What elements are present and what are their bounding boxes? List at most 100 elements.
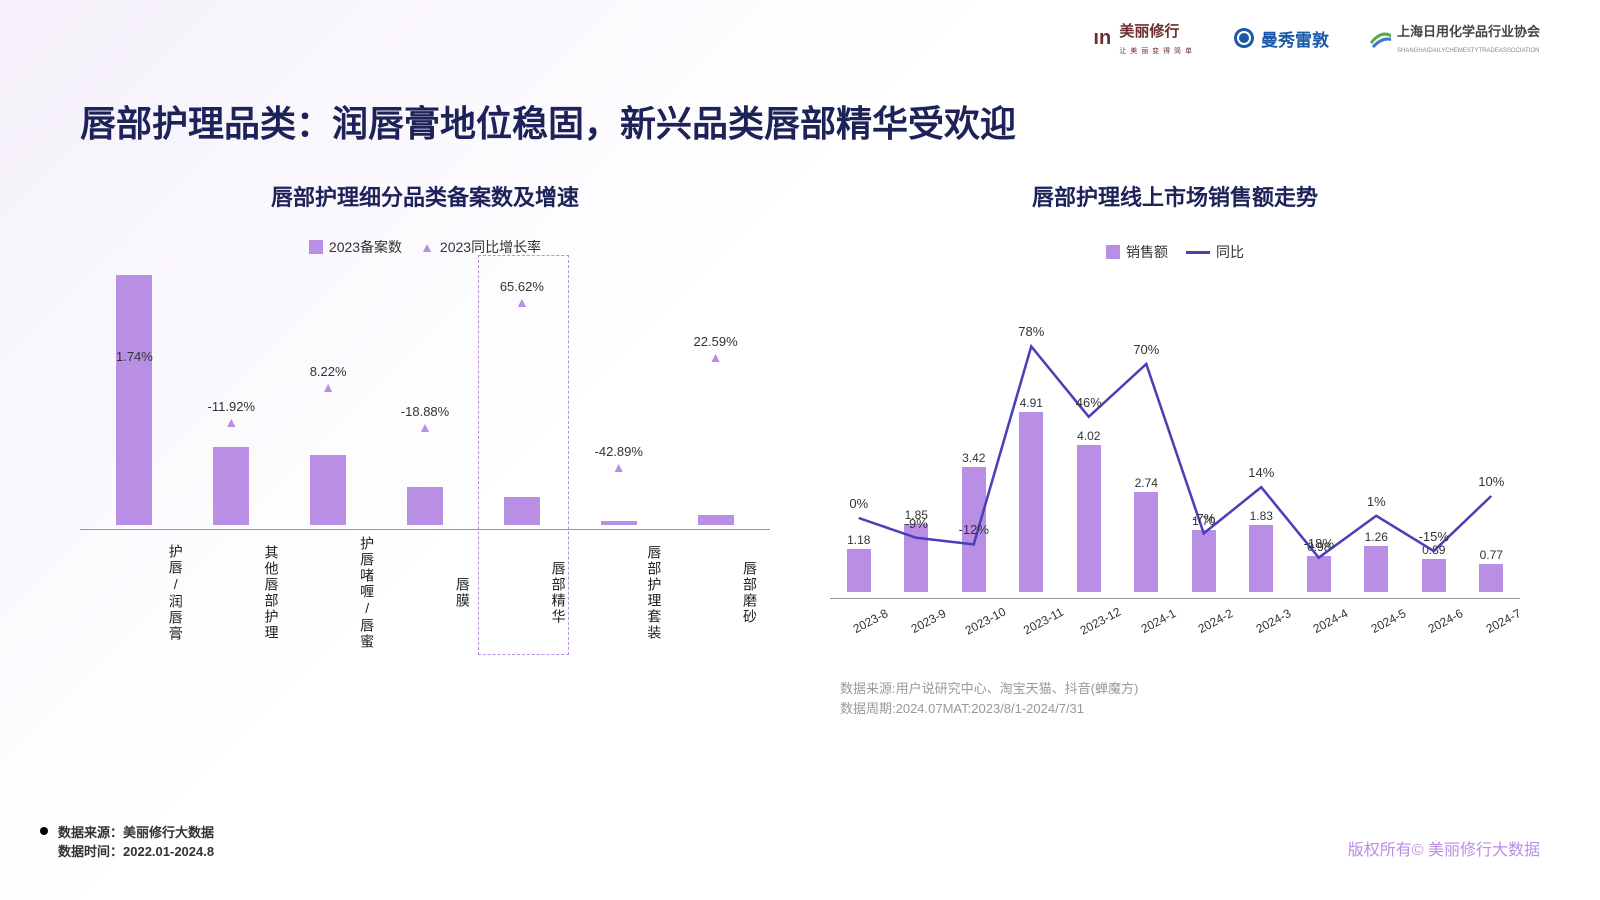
x-label: 2024-6 xyxy=(1408,586,1474,641)
left-bar-area: 1.74%▲-11.92%▲8.22%▲-18.88%▲65.62%▲-42.8… xyxy=(80,265,770,525)
legend-triangle-icon: ▲ xyxy=(420,239,434,255)
sales-value: 3.42 xyxy=(962,451,985,465)
logo-mentholatum: 曼秀雷敦 xyxy=(1233,26,1329,51)
legend-label: 2023备案数 xyxy=(329,237,402,257)
growth-label: -11.92%▲ xyxy=(187,399,276,430)
bullet-icon xyxy=(40,827,48,835)
growth-label: 8.22%▲ xyxy=(284,364,373,395)
sales-value: 4.91 xyxy=(1020,396,1043,410)
sales-value: 1.83 xyxy=(1250,509,1273,523)
right-legend: 销售额 同比 xyxy=(830,242,1520,262)
bar xyxy=(504,497,540,525)
sales-value: 1.18 xyxy=(847,533,870,547)
right-chart: 唇部护理线上市场销售额走势 销售额 同比 1.181.853.424.914.0… xyxy=(830,180,1520,718)
sales-value: 0.89 xyxy=(1422,543,1445,557)
left-xlabels: 护唇/润唇膏其他唇部护理护唇啫喱/唇蜜唇膜唇部精华唇部护理套装唇部磨砂 xyxy=(80,529,770,650)
x-label: 护唇/润唇膏 xyxy=(90,530,186,650)
bar xyxy=(407,487,443,525)
footer-line: 数据来源：美丽修行大数据 xyxy=(58,822,214,841)
yoy-label: 46% xyxy=(1076,395,1102,410)
bar xyxy=(213,447,249,525)
sales-value: 0.77 xyxy=(1480,548,1503,562)
x-label: 2023-10 xyxy=(948,586,1014,641)
x-label: 唇部磨砂 xyxy=(664,530,760,650)
legend-tri: ▲ 2023同比增长率 xyxy=(420,237,541,257)
yoy-label: 0% xyxy=(849,496,868,511)
bar xyxy=(1479,564,1503,592)
yoy-label: 14% xyxy=(1248,465,1274,480)
x-label: 2024-1 xyxy=(1121,586,1187,641)
footer-line: 数据时间：2022.01-2024.8 xyxy=(58,841,214,860)
logo-text: 曼秀雷敦 xyxy=(1261,26,1329,51)
bar xyxy=(310,455,346,525)
page-title: 唇部护理品类：润唇膏地位稳固，新兴品类唇部精华受欢迎 xyxy=(80,95,1016,147)
x-label: 2024-7 xyxy=(1466,586,1532,641)
right-chart-title: 唇部护理线上市场销售额走势 xyxy=(830,180,1520,212)
legend-line: 同比 xyxy=(1186,242,1244,262)
combo-column: 0.77 xyxy=(1463,548,1521,592)
bar xyxy=(698,515,734,525)
combo-xlabels: 2023-82023-92023-102023-112023-122024-12… xyxy=(830,598,1520,631)
bar-column: 8.22%▲ xyxy=(284,455,373,525)
x-label: 2024-3 xyxy=(1236,586,1302,641)
bar-column: 65.62%▲ xyxy=(477,497,566,525)
yoy-label: 70% xyxy=(1133,342,1159,357)
combo-column: 1.26 xyxy=(1348,530,1406,592)
bar xyxy=(1422,559,1446,592)
sales-value: 4.02 xyxy=(1077,429,1100,443)
x-label: 唇部护理套装 xyxy=(569,530,665,650)
bar xyxy=(1077,445,1101,592)
yoy-label: -7% xyxy=(1192,511,1215,526)
note-line: 数据来源:用户说研究中心、淘宝天猫、抖音(蝉魔方) xyxy=(840,679,1520,699)
logo-sub: 让 美 丽 变 得 简 单 xyxy=(1119,48,1193,55)
logo-text: 美丽修行 xyxy=(1119,23,1179,40)
combo-column: 0.89 xyxy=(1405,543,1463,592)
bar xyxy=(1364,546,1388,592)
combo-column: 1.83 xyxy=(1233,509,1291,592)
legend-line-icon xyxy=(1186,251,1210,254)
bar xyxy=(904,524,928,592)
x-label: 唇膜 xyxy=(377,530,473,650)
bar-column: -18.88%▲ xyxy=(381,487,470,525)
bar xyxy=(1307,556,1331,592)
bar-column: 22.59%▲ xyxy=(671,515,760,525)
growth-label: -42.89%▲ xyxy=(574,444,663,475)
growth-label: 1.74%▲ xyxy=(90,349,179,380)
right-source-note: 数据来源:用户说研究中心、淘宝天猫、抖音(蝉魔方) 数据周期:2024.07MA… xyxy=(830,679,1520,718)
combo-column: 3.42 xyxy=(945,451,1003,592)
logo-icon-m: ın xyxy=(1091,27,1113,49)
legend-label: 2023同比增长率 xyxy=(440,237,541,257)
logo-row: ın 美丽修行 让 美 丽 变 得 简 单 曼秀雷敦 上海日用化学品行业协会 S… xyxy=(1091,20,1540,56)
x-label: 其他唇部护理 xyxy=(186,530,282,650)
x-label: 护唇啫喱/唇蜜 xyxy=(281,530,377,650)
combo-column: 4.02 xyxy=(1060,429,1118,592)
logo-icon-swoosh xyxy=(1369,27,1391,49)
growth-label: -18.88%▲ xyxy=(381,404,470,435)
growth-label: 22.59%▲ xyxy=(671,334,760,365)
logo-shanghai: 上海日用化学品行业协会 SHANGHAIDAILYCHEMESTYTRADEAS… xyxy=(1369,21,1540,55)
x-label: 2024-5 xyxy=(1351,586,1417,641)
combo-bars: 1.181.853.424.914.022.741.701.830.981.26… xyxy=(830,292,1520,592)
yoy-label: 1% xyxy=(1367,494,1386,509)
legend-square-icon xyxy=(1106,245,1120,259)
yoy-label: -12% xyxy=(959,522,989,537)
left-chart: 唇部护理细分品类备案数及增速 2023备案数 ▲ 2023同比增长率 1.74%… xyxy=(80,180,770,718)
combo-area: 1.181.853.424.914.022.741.701.830.981.26… xyxy=(830,292,1520,592)
bar-column: -42.89%▲ xyxy=(574,521,663,525)
x-label: 2023-8 xyxy=(833,586,899,641)
bar xyxy=(116,275,152,525)
bar-column: -11.92%▲ xyxy=(187,447,276,525)
bar xyxy=(1134,492,1158,592)
left-legend: 2023备案数 ▲ 2023同比增长率 xyxy=(80,237,770,257)
yoy-label: 78% xyxy=(1018,324,1044,339)
logo-text: 上海日用化学品行业协会 xyxy=(1397,24,1540,39)
left-chart-title: 唇部护理细分品类备案数及增速 xyxy=(80,180,770,212)
legend-bar: 销售额 xyxy=(1106,242,1168,262)
logo-sub: SHANGHAIDAILYCHEMESTYTRADEASSOCIATION xyxy=(1397,48,1539,54)
copyright: 版权所有© 美丽修行大数据 xyxy=(1348,836,1540,860)
legend-label: 同比 xyxy=(1216,242,1244,262)
bar-column: 1.74%▲ xyxy=(90,275,179,525)
bar xyxy=(1019,412,1043,592)
bar xyxy=(1192,530,1216,592)
yoy-label: -18% xyxy=(1304,536,1334,551)
